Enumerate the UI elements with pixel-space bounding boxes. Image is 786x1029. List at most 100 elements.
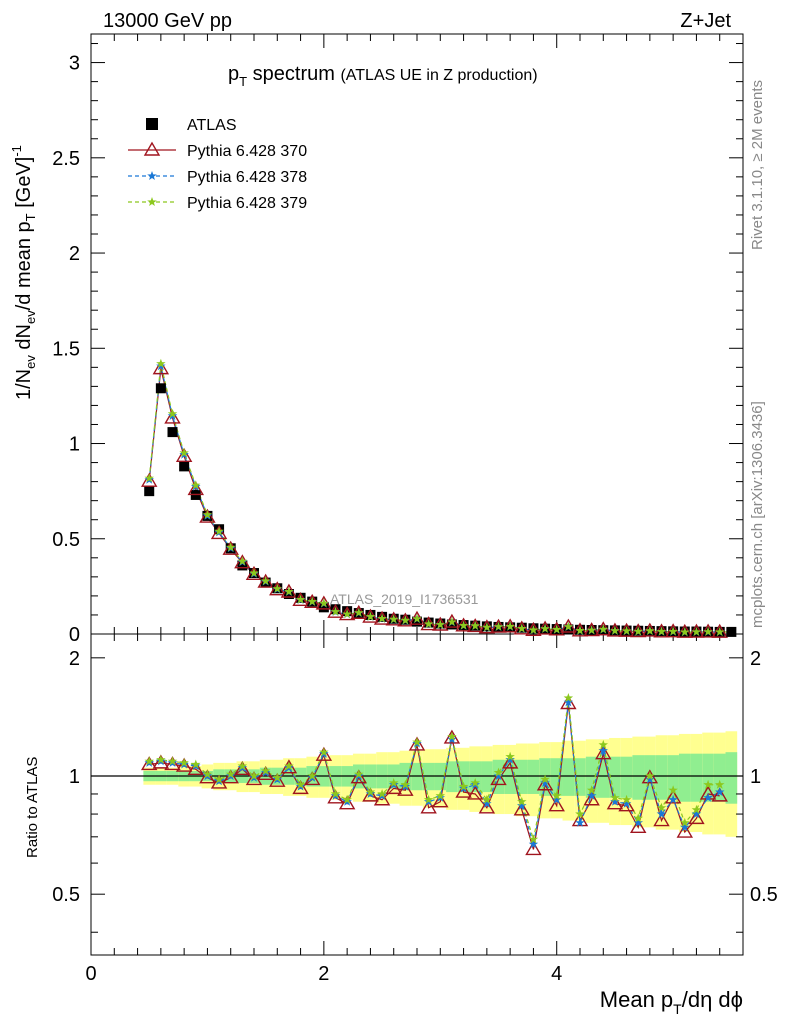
ratio-point-379: [295, 779, 306, 789]
ratio-point-379: [586, 785, 597, 795]
point-379: [575, 625, 585, 635]
ratio-point-379: [517, 796, 527, 806]
point-379: [540, 623, 550, 633]
y-tick-label: 2.5: [52, 148, 80, 170]
band-inner: [515, 759, 528, 794]
band-inner: [585, 756, 598, 798]
ratio-point-370: [199, 769, 216, 784]
point-379: [156, 358, 166, 368]
ratio-point-370: [152, 754, 170, 769]
atlas-point: [144, 486, 155, 497]
ratio-point-378: [517, 800, 527, 810]
point-379: [237, 556, 248, 566]
point-379: [412, 613, 422, 623]
ratio-point-379: [167, 756, 178, 766]
point-379: [400, 615, 411, 625]
ratio-point-379: [179, 757, 189, 767]
band-inner: [562, 758, 575, 796]
ratio-point-379: [412, 737, 422, 747]
ratio-point-370: [641, 769, 659, 784]
point-379: [249, 568, 259, 578]
ratio-line-378: [149, 702, 720, 845]
ratio-point-379: [470, 778, 480, 787]
ratio-point-379: [284, 761, 294, 771]
ratio-point-370: [420, 799, 437, 814]
ratio-point-370: [234, 760, 251, 776]
y-tick-label: 0.5: [52, 529, 80, 551]
band-inner: [457, 761, 470, 793]
ratio-point-379: [540, 774, 550, 784]
ratio-point-379: [691, 804, 702, 814]
ratio-point-370: [548, 797, 565, 812]
point-370: [222, 540, 239, 555]
ratio-point-378: [552, 794, 562, 804]
point-370: [175, 447, 193, 463]
x-tick-label: 2: [318, 963, 329, 985]
ratio-point-379: [237, 761, 248, 771]
point-370: [234, 554, 251, 569]
point-379: [598, 624, 608, 634]
ratio-point-370: [350, 769, 368, 784]
ratio-point-370: [478, 799, 496, 814]
ratio-point-379: [202, 769, 213, 779]
point-379: [319, 598, 329, 608]
point-379: [202, 509, 213, 519]
ratio-point-379: [307, 771, 317, 781]
ratio-point-378: [505, 754, 515, 764]
point-370: [140, 472, 158, 487]
ratio-point-379: [354, 769, 364, 779]
point-379: [505, 621, 515, 631]
ratio-point-370: [397, 781, 414, 796]
ratio-y-tick-label-right: 1: [750, 766, 761, 788]
band-inner: [574, 758, 586, 796]
band-inner: [702, 753, 714, 802]
ratio-point-379: [575, 809, 585, 819]
ratio-point-379: [482, 794, 492, 804]
ratio-point-379: [400, 779, 411, 789]
ratio-point-379: [214, 774, 224, 784]
atlas-point: [318, 602, 329, 613]
point-379: [470, 621, 480, 630]
ratio-y-tick-label: 2: [69, 648, 80, 670]
ratio-point-370: [292, 779, 309, 795]
ratio-point-379: [493, 767, 504, 777]
ratio-point-379: [621, 794, 632, 804]
point-379: [447, 617, 457, 626]
point-379: [226, 542, 236, 552]
point-379: [528, 625, 539, 635]
title-word: spectrum: [253, 63, 335, 85]
ratio-point-379: [505, 751, 515, 761]
atlas-point: [167, 427, 178, 438]
point-379: [330, 606, 341, 616]
band-inner: [667, 755, 679, 800]
point-379: [482, 622, 492, 632]
ratio-point-378: [715, 787, 725, 797]
x-tick-label: 4: [551, 963, 562, 985]
ratio-point-379: [552, 790, 562, 800]
point-370: [199, 508, 216, 523]
ratio-point-379: [389, 778, 399, 787]
ratio-y-tick-label: 1: [69, 766, 80, 788]
ratio-point-378: [668, 794, 678, 804]
legend-marker-star: [147, 197, 157, 206]
point-379: [179, 448, 189, 457]
point-379: [144, 473, 154, 483]
rivet-label: Rivet 3.1.10, ≥ 2M events: [749, 80, 766, 250]
ratio-point-370: [327, 789, 344, 804]
point-379: [691, 627, 702, 636]
band-inner: [632, 755, 645, 800]
point-370: [164, 409, 181, 424]
ratio-point-379: [365, 787, 376, 797]
point-370: [269, 581, 286, 596]
ratio-point-378: [598, 745, 608, 755]
ratio-point-370: [583, 791, 600, 806]
ratio-point-378: [482, 798, 492, 808]
ratio-point-379: [226, 769, 236, 779]
ratio-point-370: [222, 769, 239, 784]
band-inner: [481, 761, 493, 793]
point-379: [610, 625, 620, 635]
point-379: [214, 526, 224, 536]
point-379: [680, 627, 690, 637]
title-note: (ATLAS UE in Z production): [340, 67, 537, 84]
band-inner: [678, 753, 691, 802]
